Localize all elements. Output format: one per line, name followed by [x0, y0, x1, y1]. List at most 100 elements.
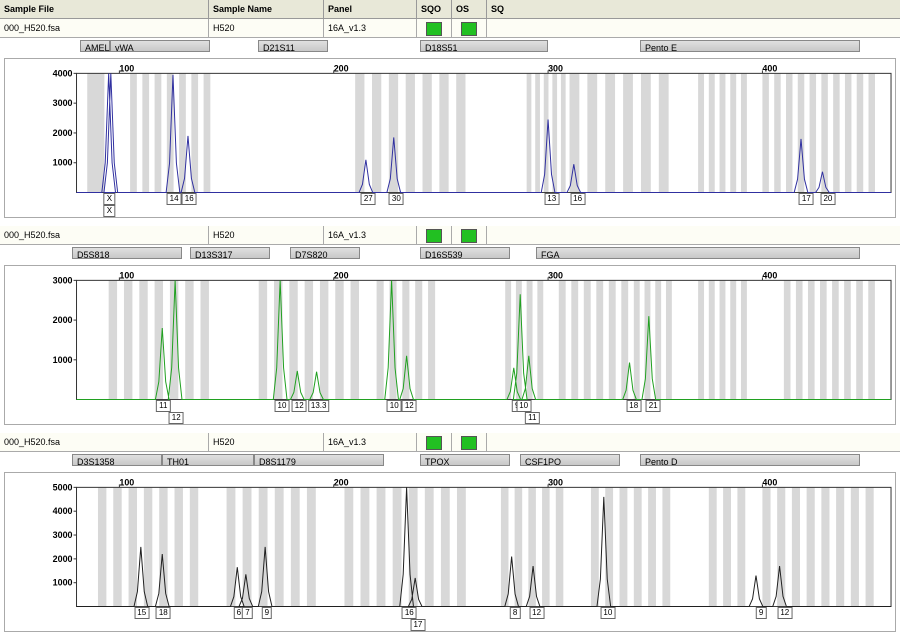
trace-line — [77, 280, 892, 399]
allele-call[interactable]: 16 — [402, 607, 417, 619]
allele-call[interactable]: 9 — [756, 607, 766, 619]
allele-call[interactable]: 11 — [525, 412, 539, 424]
os-status — [452, 433, 487, 451]
os-status — [452, 226, 487, 244]
allele-call[interactable]: 9 — [262, 607, 272, 619]
locus-label[interactable]: D18S51 — [420, 40, 548, 52]
electropherogram-chart[interactable]: 1002003004001000200030004000500015186791… — [4, 472, 896, 632]
allele-call[interactable]: 12 — [292, 400, 307, 412]
svg-text:1000: 1000 — [53, 578, 73, 588]
column-header-row: Sample File Sample Name Panel SQO OS SQ — [0, 0, 900, 19]
panel-cell: 16A_v1.3 — [324, 19, 417, 37]
allele-call[interactable]: 18 — [626, 400, 641, 412]
locus-label[interactable]: vWA — [110, 40, 210, 52]
svg-text:1000: 1000 — [53, 355, 73, 365]
locus-label[interactable]: D21S11 — [258, 40, 328, 52]
sqo-status — [417, 226, 452, 244]
allele-call[interactable]: 12 — [529, 607, 544, 619]
locus-label[interactable]: AMEL — [80, 40, 110, 52]
locus-label[interactable]: D3S1358 — [72, 454, 162, 466]
allele-call[interactable]: X — [104, 193, 115, 205]
allele-call[interactable]: 15 — [134, 607, 149, 619]
sample-info-row[interactable]: 000_H520.fsaH52016A_v1.3 — [0, 226, 900, 245]
svg-text:400: 400 — [762, 477, 777, 487]
allele-call-row: 1112101213.31012910111821 — [5, 400, 895, 424]
locus-label[interactable]: CSF1PO — [520, 454, 620, 466]
sq-status — [487, 433, 521, 451]
allele-call[interactable]: 12 — [402, 400, 417, 412]
sample-name-cell: H520 — [209, 433, 324, 451]
svg-text:200: 200 — [334, 477, 349, 487]
svg-text:100: 100 — [119, 63, 134, 73]
allele-call[interactable]: 10 — [600, 607, 615, 619]
svg-text:5000: 5000 — [53, 482, 73, 492]
allele-call[interactable]: 17 — [799, 193, 814, 205]
col-sqo: SQO — [417, 0, 452, 18]
sample-file-cell: 000_H520.fsa — [0, 433, 209, 451]
allele-call[interactable]: 21 — [646, 400, 661, 412]
locus-label[interactable]: D5S818 — [72, 247, 182, 259]
svg-text:4000: 4000 — [53, 506, 73, 516]
svg-text:300: 300 — [548, 270, 563, 280]
svg-text:2000: 2000 — [53, 128, 73, 138]
allele-call[interactable]: 12 — [169, 412, 184, 424]
svg-text:3000: 3000 — [53, 275, 73, 285]
allele-call[interactable]: 20 — [820, 193, 835, 205]
allele-call[interactable]: 14 — [167, 193, 182, 205]
svg-text:400: 400 — [762, 270, 777, 280]
locus-label[interactable]: TPOX — [420, 454, 510, 466]
allele-call[interactable]: 7 — [242, 607, 252, 619]
electropherogram-chart[interactable]: 1002003004001000200030001112101213.31012… — [4, 265, 896, 425]
electropherogram-panel: 000_H520.fsaH52016A_v1.3 D3S1358TH01D8S11… — [0, 433, 900, 632]
os-status — [452, 19, 487, 37]
sample-file-cell: 000_H520.fsa — [0, 19, 209, 37]
col-sample-file: Sample File — [0, 0, 209, 18]
sample-name-cell: H520 — [209, 19, 324, 37]
status-ok-icon — [461, 436, 477, 450]
allele-call[interactable]: 16 — [570, 193, 585, 205]
allele-call[interactable]: 30 — [389, 193, 404, 205]
status-ok-icon — [426, 436, 442, 450]
allele-call-row: XX1416273013161720 — [5, 193, 895, 217]
svg-text:4000: 4000 — [53, 68, 73, 78]
col-os: OS — [452, 0, 487, 18]
locus-label[interactable]: D7S820 — [290, 247, 360, 259]
svg-text:100: 100 — [119, 477, 134, 487]
sqo-status — [417, 433, 452, 451]
allele-call[interactable]: 10 — [275, 400, 290, 412]
sample-info-row[interactable]: 000_H520.fsaH52016A_v1.3 — [0, 19, 900, 38]
allele-call[interactable]: 13 — [544, 193, 559, 205]
allele-call[interactable]: 18 — [156, 607, 171, 619]
locus-label[interactable]: TH01 — [162, 454, 254, 466]
svg-text:300: 300 — [548, 477, 563, 487]
locus-label[interactable]: FGA — [536, 247, 860, 259]
status-ok-icon — [461, 229, 477, 243]
locus-label[interactable]: D16S539 — [420, 247, 510, 259]
allele-call[interactable]: 13.3 — [308, 400, 330, 412]
allele-call-row: 1518679161781210912 — [5, 607, 895, 631]
allele-call[interactable]: 10 — [387, 400, 402, 412]
locus-label[interactable]: D8S1179 — [254, 454, 384, 466]
allele-call[interactable]: 16 — [182, 193, 197, 205]
electropherogram-chart[interactable]: 1002003004001000200030004000XX1416273013… — [4, 58, 896, 218]
svg-text:3000: 3000 — [53, 98, 73, 108]
allele-call[interactable]: X — [104, 205, 115, 217]
locus-header-row: D5S818 D13S317 D7S820 D16S539 FGA — [0, 245, 900, 263]
sq-status — [487, 226, 521, 244]
status-ok-icon — [461, 22, 477, 36]
sample-info-row[interactable]: 000_H520.fsaH52016A_v1.3 — [0, 433, 900, 452]
svg-text:200: 200 — [334, 63, 349, 73]
locus-label[interactable]: Pento D — [640, 454, 860, 466]
status-ok-icon — [426, 229, 442, 243]
locus-label[interactable]: Pento E — [640, 40, 860, 52]
locus-label[interactable]: D13S317 — [190, 247, 270, 259]
allele-call[interactable]: 11 — [156, 400, 170, 412]
allele-call[interactable]: 10 — [516, 400, 531, 412]
svg-text:1000: 1000 — [53, 158, 73, 168]
allele-call[interactable]: 8 — [510, 607, 520, 619]
sq-status — [487, 19, 521, 37]
allele-call[interactable]: 12 — [777, 607, 792, 619]
allele-call[interactable]: 27 — [361, 193, 376, 205]
allele-call[interactable]: 17 — [410, 619, 425, 631]
svg-text:400: 400 — [762, 63, 777, 73]
